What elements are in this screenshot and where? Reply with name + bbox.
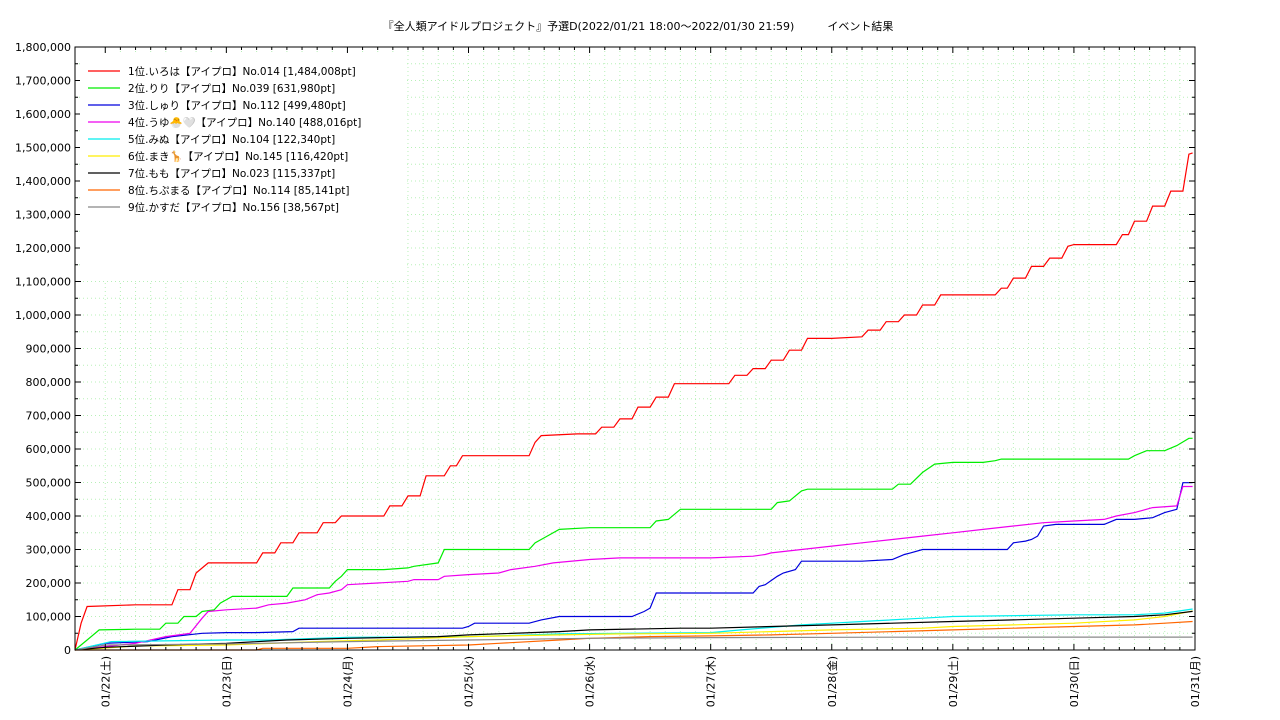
x-tick-label: 01/24(月)	[341, 656, 354, 707]
legend-background	[80, 55, 406, 280]
x-tick-label: 01/26(水)	[584, 656, 597, 707]
series-line	[74, 636, 1193, 651]
legend-label: 2位.りり【アイプロ】No.039 [631,980pt]	[128, 82, 335, 95]
legend-label: 9位.かすだ【アイプロ】No.156 [38,567pt]	[128, 201, 339, 214]
series-lines	[74, 152, 1193, 651]
y-tick-label: 800,000	[26, 376, 72, 389]
y-tick-label: 600,000	[26, 443, 72, 456]
x-tick-label: 01/28(金)	[825, 656, 839, 707]
y-tick-label: 1,400,000	[15, 175, 71, 188]
y-tick-label: 200,000	[26, 577, 72, 590]
y-tick-label: 0	[64, 644, 71, 657]
legend-label: 4位.うゆ🐣🤍【アイプロ】No.140 [488,016pt]	[128, 116, 361, 129]
series-line	[75, 620, 1193, 651]
series-line	[74, 437, 1193, 651]
y-tick-label: 900,000	[26, 343, 72, 356]
legend-label: 8位.ちぷまる【アイプロ】No.114 [85,141pt]	[128, 184, 350, 197]
y-tick-label: 1,700,000	[15, 75, 71, 88]
legend-label: 7位.もも【アイプロ】No.023 [115,337pt]	[128, 167, 335, 180]
y-tick-label: 1,200,000	[15, 242, 71, 255]
x-tick-label: 01/27(木)	[705, 656, 718, 707]
legend-label: 1位.いろは【アイプロ】No.014 [1,484,008pt]	[128, 65, 356, 78]
y-tick-label: 1,300,000	[15, 209, 71, 222]
series-line	[74, 485, 1193, 651]
y-axis: 0 100,000 200,000 300,000 400,000 500,000 600,…	[15, 41, 1195, 657]
x-tick-label: 01/22(土)	[99, 656, 112, 707]
x-axis: 01/22(土) 01/23(日) 01/24(月) 01/25(火) 01/26(水)…	[99, 47, 1202, 707]
y-tick-label: 300,000	[26, 544, 72, 557]
y-tick-label: 1,500,000	[15, 142, 71, 155]
legend: 1位.いろは【アイプロ】No.014 [1,484,008pt] 2位.りり【アイ…	[80, 55, 406, 280]
x-tick-label: 01/25(火)	[463, 656, 476, 707]
series-line	[74, 608, 1193, 651]
legend-label: 5位.みぬ【アイプロ】No.104 [122,340pt]	[128, 133, 335, 146]
x-tick-label: 01/23(日)	[220, 656, 233, 707]
series-line	[74, 482, 1193, 651]
y-tick-label: 1,000,000	[15, 309, 71, 322]
y-tick-label: 1,100,000	[15, 276, 71, 289]
y-tick-label: 1,600,000	[15, 108, 71, 121]
x-tick-label: 01/30(日)	[1068, 656, 1081, 707]
series-line	[74, 152, 1193, 651]
y-tick-label: 100,000	[26, 611, 72, 624]
chart-title: 『全人類アイドルプロジェクト』予選D(2022/01/21 18:00～2022…	[383, 19, 894, 33]
y-tick-label: 700,000	[26, 410, 72, 423]
y-tick-label: 500,000	[26, 477, 72, 490]
x-tick-label: 01/29(土)	[947, 656, 960, 707]
x-tick-label: 01/31(月)	[1189, 656, 1202, 707]
series-line	[74, 610, 1193, 651]
legend-label: 6位.まき🦒【アイプロ】No.145 [116,420pt]	[128, 150, 348, 163]
y-tick-label: 400,000	[26, 510, 72, 523]
legend-label: 3位.しゅり【アイプロ】No.112 [499,480pt]	[128, 99, 346, 112]
y-tick-label: 1,800,000	[15, 41, 71, 54]
